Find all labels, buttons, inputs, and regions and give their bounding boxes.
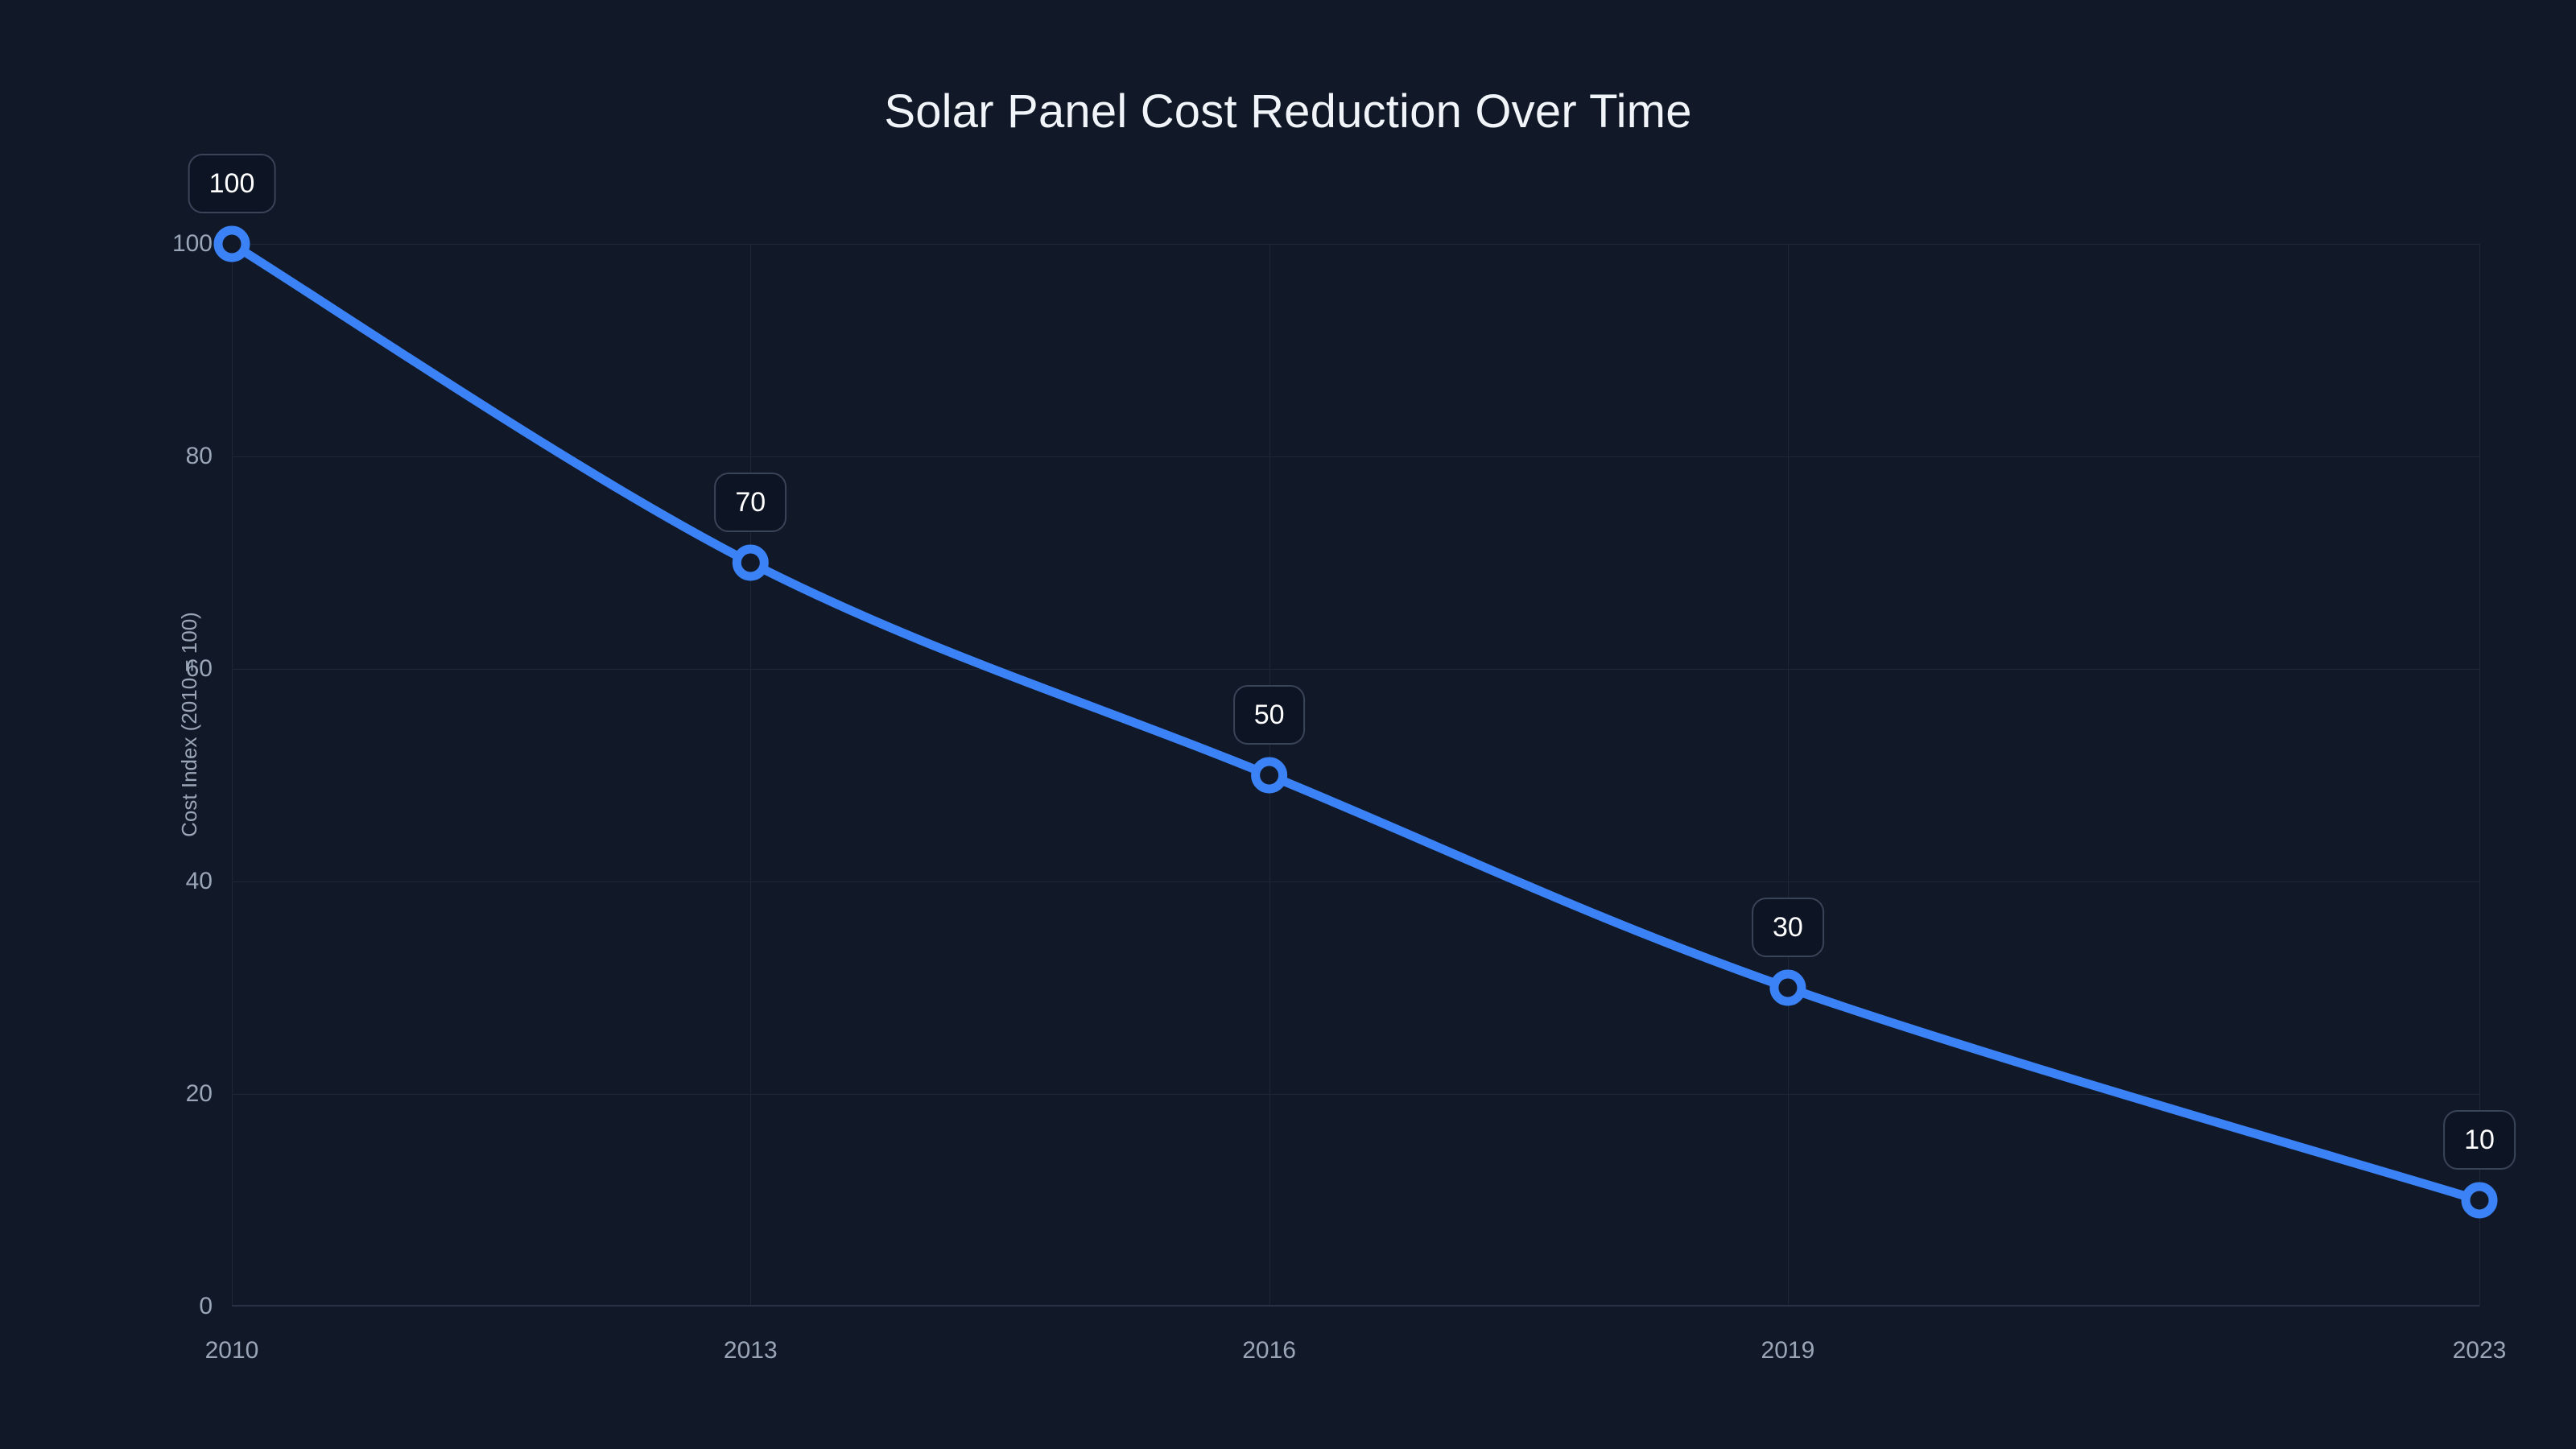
y-tick-label: 0 xyxy=(199,1293,213,1319)
y-tick-label: 80 xyxy=(185,443,213,469)
gridline-horizontal xyxy=(232,1094,2479,1095)
gridline-horizontal xyxy=(232,881,2479,882)
x-tick-label: 2013 xyxy=(723,1337,778,1364)
x-tick-label: 2019 xyxy=(1761,1337,1815,1364)
gridline-vertical xyxy=(232,244,233,1307)
gridline-vertical xyxy=(1787,244,1789,1307)
gridline-vertical xyxy=(750,244,752,1307)
y-tick-label: 100 xyxy=(171,230,213,257)
x-tick-label: 2016 xyxy=(1242,1337,1296,1364)
gridline-horizontal xyxy=(232,669,2479,670)
data-point-label: 30 xyxy=(1752,898,1824,957)
data-point-label: 10 xyxy=(2443,1110,2516,1170)
plot-area xyxy=(232,244,2480,1307)
chart-title: Solar Panel Cost Reduction Over Time xyxy=(884,85,1692,138)
gridline-horizontal xyxy=(232,456,2479,457)
gridline-horizontal xyxy=(232,244,2479,245)
x-axis-line xyxy=(232,1305,2479,1307)
x-tick-label: 2023 xyxy=(2452,1337,2507,1364)
gridline-vertical xyxy=(1269,244,1270,1307)
y-axis-title: Cost Index (2010 = 100) xyxy=(176,612,201,837)
y-tick-label: 40 xyxy=(185,868,213,894)
y-tick-label: 60 xyxy=(185,655,213,682)
y-tick-label: 20 xyxy=(185,1080,213,1107)
data-point-label: 50 xyxy=(1232,685,1306,745)
x-tick-label: 2010 xyxy=(204,1337,259,1364)
data-point-label: 100 xyxy=(188,154,276,213)
data-point-label: 70 xyxy=(714,473,787,532)
